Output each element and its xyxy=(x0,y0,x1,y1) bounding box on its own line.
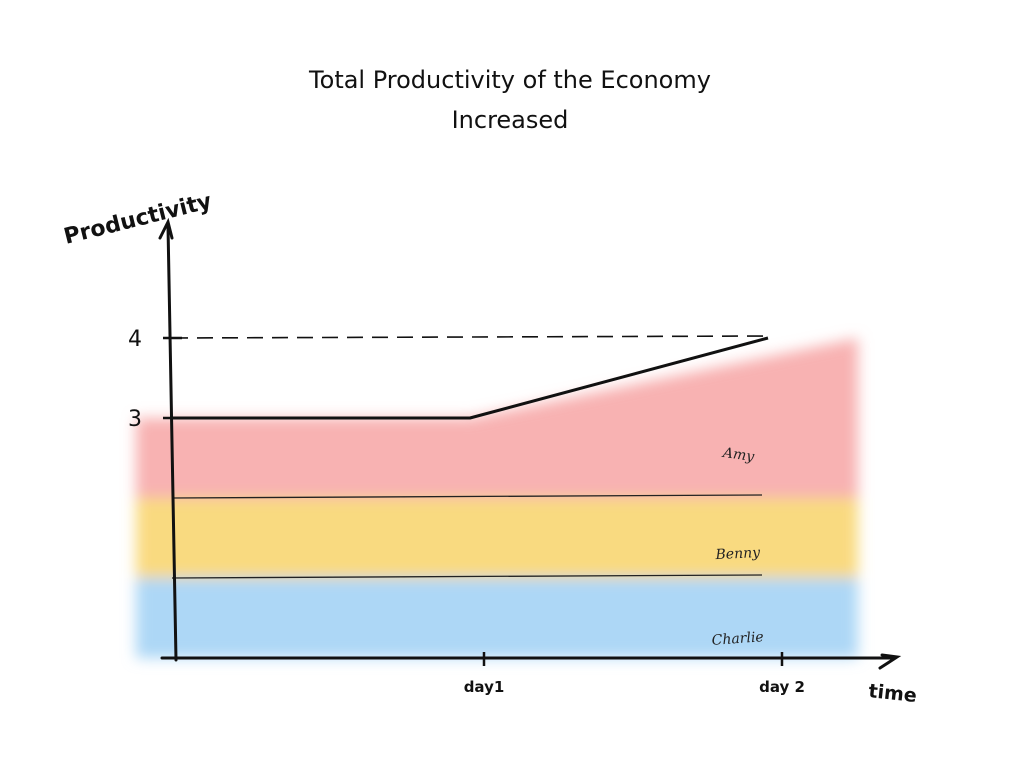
band-amy xyxy=(136,338,858,498)
band-benny xyxy=(136,498,858,578)
x-ticks: day1 day 2 xyxy=(464,652,805,696)
x-axis-label: time xyxy=(867,680,917,707)
chart-title-line-1: Total Productivity of the Economy xyxy=(308,66,711,94)
chart-title-line-2: Increased xyxy=(452,106,569,134)
band-boundaries xyxy=(171,494,763,579)
y-axis-label: Productivity xyxy=(61,189,214,250)
y-axis xyxy=(166,224,178,662)
band-labels: Charlie Benny Amy xyxy=(711,445,764,649)
band-charlie xyxy=(136,578,858,658)
y-tick-label-4: 4 xyxy=(128,327,142,352)
axes xyxy=(158,217,902,670)
total-series xyxy=(171,335,769,420)
x-tick-label-2: day 2 xyxy=(759,678,805,696)
total-line xyxy=(172,336,769,420)
reference-line-4 xyxy=(171,335,769,339)
boundary-charlie xyxy=(171,574,763,579)
bands xyxy=(136,338,858,658)
label-amy: Amy xyxy=(720,445,756,466)
y-tick-label-3: 3 xyxy=(128,407,142,432)
y-ticks: 34 xyxy=(128,327,182,432)
x-tick-label-1: day1 xyxy=(464,678,505,696)
label-benny: Benny xyxy=(714,545,761,563)
x-axis-arrow xyxy=(878,653,902,670)
label-charlie: Charlie xyxy=(711,629,764,649)
y-axis-arrow xyxy=(158,217,174,240)
boundary-benny xyxy=(171,494,763,499)
